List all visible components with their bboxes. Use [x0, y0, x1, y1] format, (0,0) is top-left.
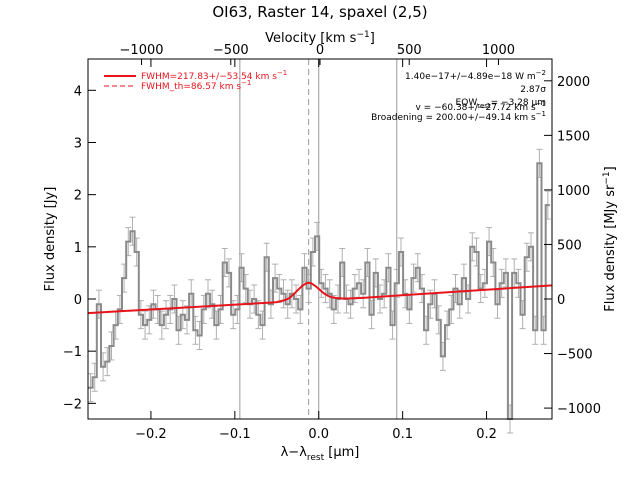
y-axis-label: Flux density [Jy]	[43, 187, 58, 292]
right-tick-label: −1000	[557, 402, 601, 417]
right-tick-label: 0	[557, 293, 565, 308]
legend-label-fwhm-th: FWHM_th=86.57 km s−1	[141, 79, 251, 92]
top-tick-label: 500	[397, 43, 422, 58]
x-tick-label: −0.2	[135, 427, 167, 442]
left-axis: −2 −1 0 1 2 3 4	[63, 84, 96, 412]
top-tick-label: 1000	[482, 43, 515, 58]
y-tick-label: −2	[63, 397, 82, 412]
fit-annotations: 1.40e−17+/−4.89e−18 W m−2 2.87σ EQWrest=…	[371, 69, 546, 123]
chart-title: OI63, Raster 14, spaxel (2,5)	[212, 3, 427, 21]
bottom-axis: −0.2 −0.1 0.0 0.1 0.2	[135, 59, 497, 442]
y-tick-label: 2	[74, 189, 82, 204]
legend: FWHM=217.83+/−53.54 km s−1 FWHM_th=86.57…	[104, 69, 287, 92]
annotation-broadening: Broadening = 200.00+/−49.14 km s−1	[371, 110, 546, 123]
annotation-line-eqw: EQWrest= −3.28 μm	[456, 98, 546, 110]
right-tick-label: 1000	[557, 184, 590, 199]
right-tick-label: −500	[557, 348, 593, 363]
y-tick-label: 0	[74, 293, 82, 308]
y-tick-label: −1	[63, 345, 82, 360]
spectrum-steps	[88, 162, 550, 420]
y-tick-label: 4	[74, 84, 82, 99]
vertical-line-layer	[239, 59, 398, 419]
x-tick-label: 0.0	[308, 427, 329, 442]
legend-label-fwhm: FWHM=217.83+/−53.54 km s−1	[141, 69, 287, 82]
right-axis-label: Flux density [MJy sr−1]	[602, 166, 618, 311]
x-tick-label: 0.2	[476, 427, 497, 442]
x-tick-label: 0.1	[392, 427, 413, 442]
annotation-line-flux: 1.40e−17+/−4.89e−18 W m−2	[405, 69, 546, 82]
annotation-line-sigma: 2.87σ	[520, 85, 546, 95]
data-layer	[87, 148, 553, 434]
top-axis-label: Velocity [km s−1]	[265, 30, 375, 46]
top-axis: −1000 −500 0 500 1000	[120, 43, 515, 65]
right-tick-label: 1500	[557, 129, 590, 144]
top-tick-label: −500	[213, 43, 249, 58]
annotation-velocity: v = −60.38+/−27.72 km s−1	[416, 100, 547, 113]
x-tick-label: −0.1	[219, 427, 251, 442]
x-axis-label: λ−λrest [μm]	[281, 445, 360, 463]
y-tick-label: 1	[74, 241, 82, 256]
top-tick-label: −1000	[120, 43, 164, 58]
y-tick-label: 3	[74, 136, 82, 151]
gaussian-fit-line	[87, 281, 553, 315]
right-axis: −1000 −500 0 500 1000 1500 2000	[544, 75, 601, 417]
right-tick-label: 2000	[557, 75, 590, 90]
right-tick-label: 500	[557, 238, 582, 253]
top-tick-label: 0	[316, 43, 324, 58]
